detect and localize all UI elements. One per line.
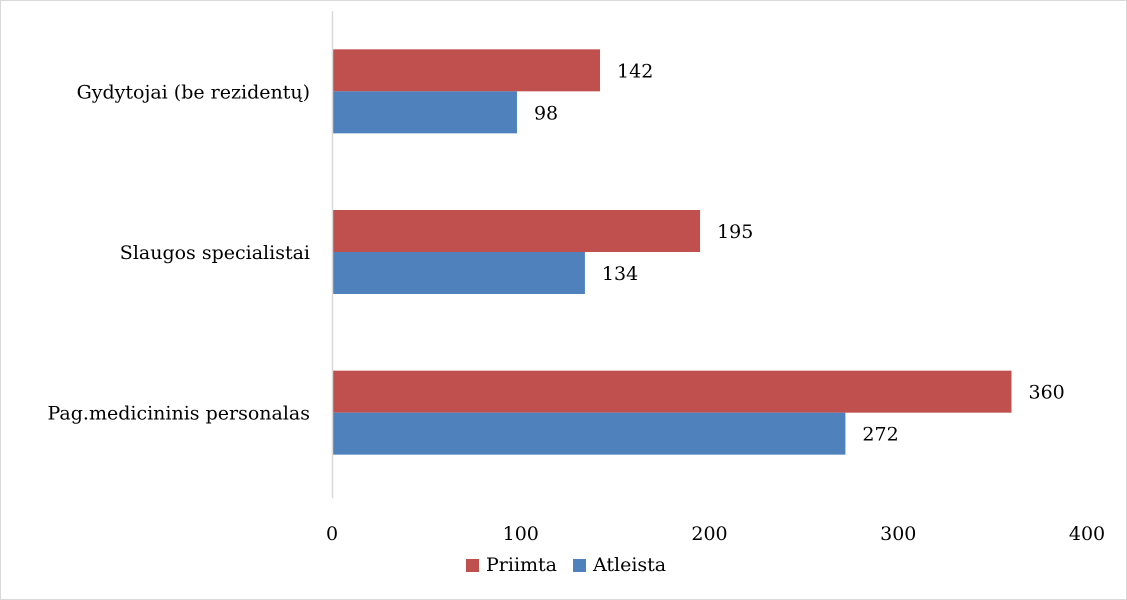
x-tick-label-3: 300 xyxy=(880,523,916,545)
legend-swatch-priimta xyxy=(466,559,479,572)
bar-atleista-1 xyxy=(332,252,585,294)
bar-priimta-1 xyxy=(332,210,701,252)
bar-atleista-0 xyxy=(332,91,517,134)
legend-swatch-atleista xyxy=(573,559,586,572)
bar-priimta-0 xyxy=(332,49,601,92)
data-label-priimta-0: 142 xyxy=(617,60,653,82)
data-label-priimta-1: 195 xyxy=(717,221,753,243)
category-label-2: Pag.medicininis personalas xyxy=(48,403,311,425)
bar-atleista-2 xyxy=(332,412,846,455)
legend-label-atleista: Atleista xyxy=(592,554,666,576)
data-label-atleista-0: 98 xyxy=(534,102,558,124)
data-label-atleista-2: 272 xyxy=(862,424,898,446)
data-label-priimta-2: 360 xyxy=(1029,382,1065,404)
category-label-1: Slaugos specialistai xyxy=(120,242,310,264)
legend-label-priimta: Priimta xyxy=(486,554,557,576)
x-tick-label-1: 100 xyxy=(503,523,539,545)
category-label-0: Gydytojai (be rezidentų) xyxy=(77,81,310,103)
data-label-atleista-1: 134 xyxy=(602,263,638,285)
x-tick-label-4: 400 xyxy=(1069,523,1105,545)
x-tick-label-0: 0 xyxy=(326,523,338,545)
bar-priimta-2 xyxy=(332,370,1012,413)
x-tick-label-2: 200 xyxy=(691,523,727,545)
